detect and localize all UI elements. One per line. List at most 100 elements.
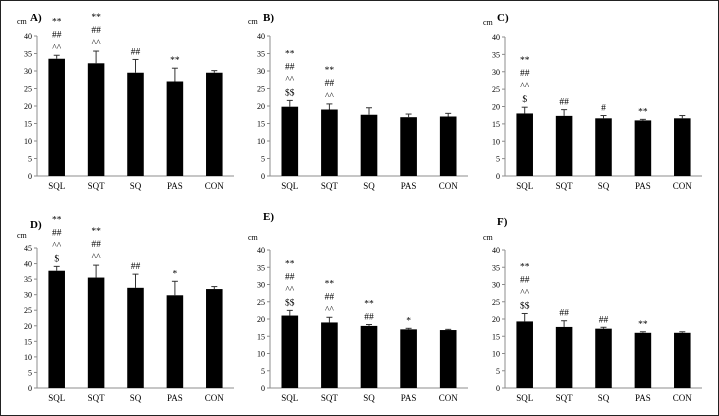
significance-marker: ## xyxy=(559,309,569,319)
significance-marker: ** xyxy=(638,107,648,117)
bar xyxy=(555,326,573,388)
bar xyxy=(674,332,691,388)
significance-marker: ** xyxy=(285,259,295,269)
significance-marker: $ xyxy=(54,253,59,264)
bar xyxy=(360,325,378,388)
significance-marker: ^^ xyxy=(52,43,61,53)
y-tick-label: 35 xyxy=(24,275,32,284)
significance-marker: ## xyxy=(131,47,141,57)
bar xyxy=(166,81,184,176)
significance-marker: ^^ xyxy=(520,288,529,298)
y-tick-label: 25 xyxy=(24,85,32,94)
panel-label: A) xyxy=(30,12,42,24)
significance-marker: $ xyxy=(522,94,527,105)
x-tick-label: SQT xyxy=(88,393,106,403)
significance-marker: ** xyxy=(285,49,295,59)
y-tick-label: 10 xyxy=(24,353,32,362)
x-tick-label: PAS xyxy=(167,181,183,191)
significance-marker: ## xyxy=(364,313,374,323)
bar xyxy=(321,109,338,176)
panel-label: C) xyxy=(497,12,509,24)
significance-marker: ## xyxy=(325,292,335,302)
bar xyxy=(127,287,144,388)
significance-marker: ^^ xyxy=(285,285,294,295)
significance-marker: ## xyxy=(520,275,530,285)
x-tick-label: PAS xyxy=(635,181,651,191)
y-tick-label: 25 xyxy=(24,306,32,315)
bar xyxy=(400,329,417,388)
y-tick-label: 20 xyxy=(492,103,500,112)
significance-marker: $$ xyxy=(285,297,295,308)
significance-marker: $$ xyxy=(520,300,530,311)
bar xyxy=(87,63,105,176)
y-tick-label: 35 xyxy=(24,50,32,59)
y-unit-label: cm xyxy=(248,17,259,26)
x-tick-label: CON xyxy=(673,393,693,403)
y-tick-label: 15 xyxy=(492,120,500,129)
bar xyxy=(439,116,457,176)
panel-label: D) xyxy=(30,219,42,231)
y-unit-label: cm xyxy=(17,231,28,240)
bar xyxy=(206,289,223,388)
y-tick-label: 5 xyxy=(496,155,500,164)
y-tick-label: 15 xyxy=(257,120,265,129)
y-tick-label: 10 xyxy=(257,350,265,359)
bar xyxy=(595,118,612,176)
significance-marker: ** xyxy=(638,320,648,330)
y-tick-label: 5 xyxy=(496,367,500,376)
x-tick-label: SQ xyxy=(130,393,142,403)
panel-label: E) xyxy=(263,211,274,223)
y-tick-label: 20 xyxy=(257,102,265,111)
significance-marker: ** xyxy=(91,13,101,23)
significance-marker: ^^ xyxy=(92,253,101,263)
y-tick-label: 10 xyxy=(492,137,500,146)
bar xyxy=(516,113,533,176)
y-tick-label: 0 xyxy=(261,172,265,181)
significance-marker: ** xyxy=(91,227,101,237)
x-tick-label: SQT xyxy=(88,181,106,191)
panel-label: B) xyxy=(263,12,274,24)
y-tick-label: 35 xyxy=(257,50,265,59)
significance-marker: ** xyxy=(325,279,335,289)
y-tick-label: 0 xyxy=(28,172,32,181)
y-tick-label: 40 xyxy=(492,246,500,255)
y-tick-label: 0 xyxy=(496,172,500,181)
y-tick-label: 5 xyxy=(28,155,32,164)
y-tick-label: 20 xyxy=(257,315,265,324)
significance-marker: ** xyxy=(170,56,180,66)
y-tick-label: 5 xyxy=(28,368,32,377)
significance-marker: ** xyxy=(52,17,62,27)
y-tick-label: 20 xyxy=(24,102,32,111)
significance-marker: * xyxy=(406,316,411,326)
x-tick-label: SQ xyxy=(598,393,610,403)
y-unit-label: cm xyxy=(248,233,259,242)
panel-label: F) xyxy=(497,216,508,228)
x-tick-label: SQT xyxy=(556,393,574,403)
significance-marker: # xyxy=(601,104,606,114)
significance-marker: ## xyxy=(91,26,101,36)
significance-marker: ** xyxy=(52,215,62,225)
y-tick-label: 0 xyxy=(496,384,500,393)
significance-marker: ** xyxy=(325,66,335,76)
x-tick-label: SQL xyxy=(516,393,533,403)
bar xyxy=(166,295,184,388)
significance-marker: ^^ xyxy=(325,305,334,315)
y-tick-label: 15 xyxy=(492,332,500,341)
x-tick-label: SQL xyxy=(281,393,298,403)
x-tick-label: SQL xyxy=(48,181,65,191)
x-tick-label: SQ xyxy=(598,181,610,191)
y-tick-label: 30 xyxy=(492,68,500,77)
y-tick-label: 40 xyxy=(257,32,265,41)
y-tick-label: 5 xyxy=(261,367,265,376)
bar xyxy=(674,118,691,176)
x-tick-label: SQ xyxy=(130,181,142,191)
bar xyxy=(360,114,378,176)
x-tick-label: CON xyxy=(205,393,225,403)
significance-marker: ## xyxy=(131,262,141,272)
x-tick-label: CON xyxy=(439,393,459,403)
y-tick-label: 40 xyxy=(492,33,500,42)
x-tick-label: PAS xyxy=(167,393,183,403)
y-unit-label: cm xyxy=(483,18,494,27)
y-tick-label: 15 xyxy=(257,332,265,341)
